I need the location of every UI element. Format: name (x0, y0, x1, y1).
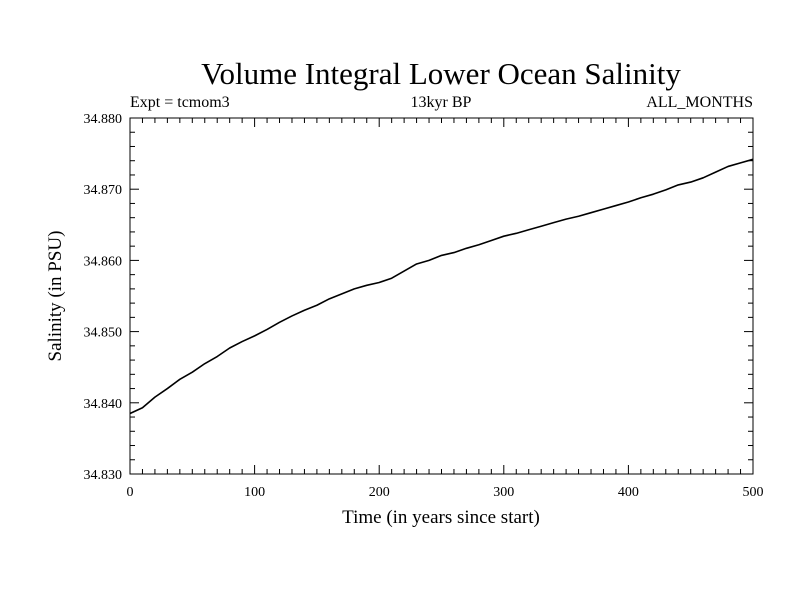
plot-frame (129, 117, 754, 475)
subtitle-center: 13kyr BP (411, 94, 472, 111)
x-tick-label: 400 (618, 485, 639, 500)
x-tick-label: 300 (493, 485, 514, 500)
x-tick-label: 200 (369, 485, 390, 500)
subtitle-right: ALL_MONTHS (646, 94, 753, 111)
x-tick-label: 500 (743, 485, 764, 500)
tick-marks (129, 117, 754, 475)
y-tick-label: 34.860 (84, 254, 123, 269)
x-axis-label: Time (in years since start) (342, 507, 540, 528)
x-tick-labels: 0 100 200 300 400 500 (127, 485, 764, 500)
y-axis-label: Salinity (in PSU) (45, 231, 66, 362)
chart-title: Volume Integral Lower Ocean Salinity (201, 56, 681, 91)
y-tick-label: 34.870 (84, 183, 123, 198)
x-tick-label: 0 (127, 485, 134, 500)
y-tick-labels: 34.830 34.840 34.850 34.860 34.870 34.880 (84, 112, 123, 483)
y-tick-label: 34.830 (84, 468, 123, 483)
y-tick-label: 34.880 (84, 112, 123, 127)
subtitle-left: Expt = tcmom3 (130, 94, 230, 111)
x-tick-label: 100 (244, 485, 265, 500)
salinity-series-line (129, 158, 754, 415)
y-tick-label: 34.840 (84, 397, 123, 412)
y-tick-label: 34.850 (84, 326, 123, 341)
